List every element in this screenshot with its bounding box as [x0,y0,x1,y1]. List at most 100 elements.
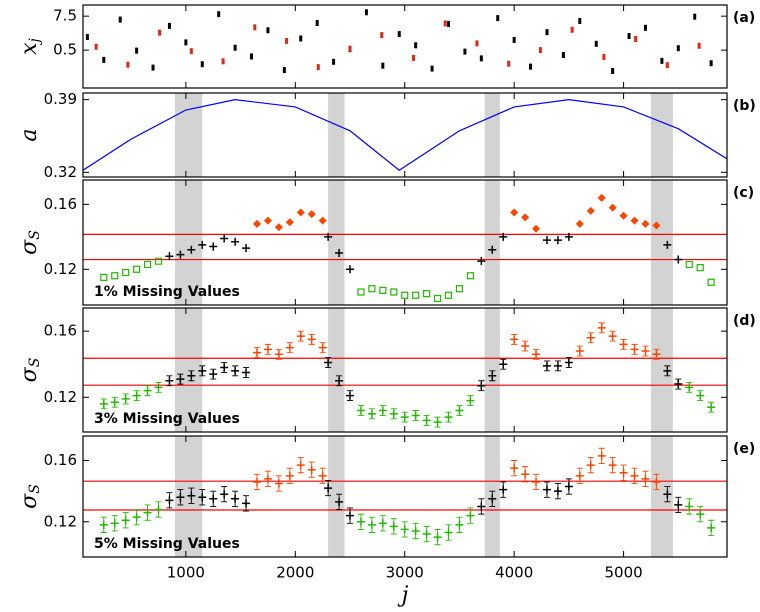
data-point [379,286,387,294]
data-point [356,517,365,526]
data-point [263,345,272,354]
data-point [652,477,661,486]
data-point [165,376,174,385]
data-point [499,485,508,494]
data-point [466,396,475,405]
panel-label: (a) [733,10,755,26]
y-tick-label: 0.16 [44,195,77,213]
data-point [154,505,163,514]
data-point [111,272,119,280]
data-point [586,461,595,470]
data-point [641,474,650,483]
data-point [575,346,584,355]
shaded-region [174,180,203,305]
y-tick-label: 0.39 [44,90,77,108]
y-axis-label-sub: S [27,230,43,240]
data-point [296,461,305,470]
shaded-region [650,436,673,557]
data-point [674,380,683,389]
data-point [368,285,376,293]
data-point [696,510,705,519]
data-point [99,399,108,408]
y-tick-label: 0.12 [44,512,77,530]
data-point [477,257,486,266]
data-point [324,358,333,367]
data-point [100,273,108,282]
x-tick-label: 3000 [386,564,424,582]
data-point [324,232,333,241]
data-point [231,237,240,246]
data-point [696,264,704,272]
data-point [553,361,562,370]
data-point [411,411,420,420]
data-point [553,236,562,245]
data-point [663,366,672,375]
shaded-region [328,436,345,557]
data-point [685,502,694,511]
data-point [242,368,251,377]
line [83,99,727,171]
data-point [357,288,365,296]
data-point [586,206,595,215]
data-point [99,520,108,529]
data-point [318,471,327,480]
data-point [335,497,344,506]
data-point [209,494,218,503]
y-axis-label-main: a [17,128,42,141]
data-point [444,528,453,537]
data-point [400,525,409,534]
y-axis-label: σS [17,358,43,383]
y-axis-label: σS [17,484,43,509]
x-tick-label: 4000 [495,564,533,582]
data-point [412,291,420,299]
panel-label: (d) [733,313,756,329]
y-tick-label: 7.5 [53,7,77,25]
data-point [165,252,174,261]
data-point [110,519,119,528]
data-point [132,513,141,522]
data-point [143,260,152,269]
data-point [318,216,327,225]
data-point [455,520,464,529]
data-point [455,406,464,415]
data-point [575,219,584,228]
data-point [143,386,152,395]
y-axis-label-main: σ [17,493,42,509]
data-point [488,371,497,380]
data-point [433,294,442,303]
data-point [231,494,240,503]
data-point [608,461,617,470]
data-point [674,255,683,264]
shaded-region [650,93,673,177]
data-point [575,471,584,480]
data-point [252,219,261,228]
data-point [411,526,420,535]
y-tick-label: 0.16 [44,451,77,469]
data-point [187,491,196,500]
annotation: 5% Missing Values [94,536,240,552]
data-point [564,482,573,491]
data-point [263,474,272,483]
data-point [619,211,628,220]
data-point [356,406,365,415]
data-point [296,332,305,341]
y-tick-label: 0.5 [53,41,77,59]
shaded-region [174,308,203,432]
shaded-region [650,180,673,305]
data-point [630,471,639,480]
y-axis-label-main: x [17,42,42,55]
data-point [198,493,207,502]
plot-area [83,308,727,432]
data-point [641,219,650,228]
data-point [422,416,431,425]
data-point [133,265,141,273]
data-point [263,216,272,225]
data-point [564,232,573,241]
data-point [400,413,409,422]
shaded-region [484,180,500,305]
data-point [707,278,715,286]
data-point [220,234,229,243]
data-point [685,260,693,269]
data-point [335,376,344,385]
